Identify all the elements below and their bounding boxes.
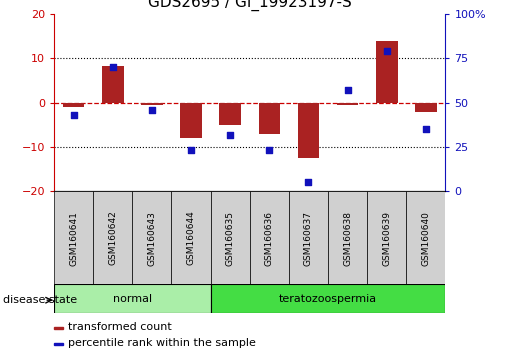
Bar xyxy=(298,103,319,158)
Bar xyxy=(93,191,132,285)
Point xyxy=(304,179,313,185)
Text: GSM160637: GSM160637 xyxy=(304,211,313,266)
Bar xyxy=(328,191,367,285)
Bar xyxy=(211,284,445,313)
Text: GSM160640: GSM160640 xyxy=(421,211,431,266)
Bar xyxy=(171,191,211,285)
Point xyxy=(109,64,117,70)
Text: GSM160644: GSM160644 xyxy=(186,211,196,266)
Text: GSM160639: GSM160639 xyxy=(382,211,391,266)
Text: GSM160643: GSM160643 xyxy=(147,211,157,266)
Text: transformed count: transformed count xyxy=(68,322,172,332)
Bar xyxy=(406,191,445,285)
Point xyxy=(383,48,391,54)
Bar xyxy=(102,67,124,103)
Bar xyxy=(250,191,289,285)
Bar xyxy=(376,41,398,103)
Text: disease state: disease state xyxy=(3,295,77,305)
Bar xyxy=(63,103,84,107)
Point xyxy=(226,132,234,137)
Bar xyxy=(337,103,358,105)
Bar xyxy=(367,191,406,285)
Bar xyxy=(289,191,328,285)
Point xyxy=(265,148,273,153)
Text: GSM160642: GSM160642 xyxy=(108,211,117,266)
Bar xyxy=(180,103,202,138)
Bar xyxy=(219,103,241,125)
Bar xyxy=(54,191,93,285)
Bar xyxy=(54,343,63,345)
Point xyxy=(344,87,352,93)
Point xyxy=(422,126,430,132)
Text: GSM160635: GSM160635 xyxy=(226,211,235,266)
Title: GDS2695 / GI_19923197-S: GDS2695 / GI_19923197-S xyxy=(148,0,352,11)
Point xyxy=(148,107,156,113)
Text: GSM160641: GSM160641 xyxy=(69,211,78,266)
Text: GSM160636: GSM160636 xyxy=(265,211,274,266)
Point xyxy=(70,112,78,118)
Text: teratozoospermia: teratozoospermia xyxy=(279,293,377,304)
Bar xyxy=(54,284,211,313)
Bar xyxy=(259,103,280,134)
Bar xyxy=(54,327,63,329)
Text: percentile rank within the sample: percentile rank within the sample xyxy=(68,338,256,348)
Bar xyxy=(141,103,163,105)
Bar xyxy=(132,191,171,285)
Point xyxy=(187,148,195,153)
Bar xyxy=(211,191,250,285)
Bar xyxy=(415,103,437,112)
Text: GSM160638: GSM160638 xyxy=(343,211,352,266)
Text: normal: normal xyxy=(113,293,152,304)
